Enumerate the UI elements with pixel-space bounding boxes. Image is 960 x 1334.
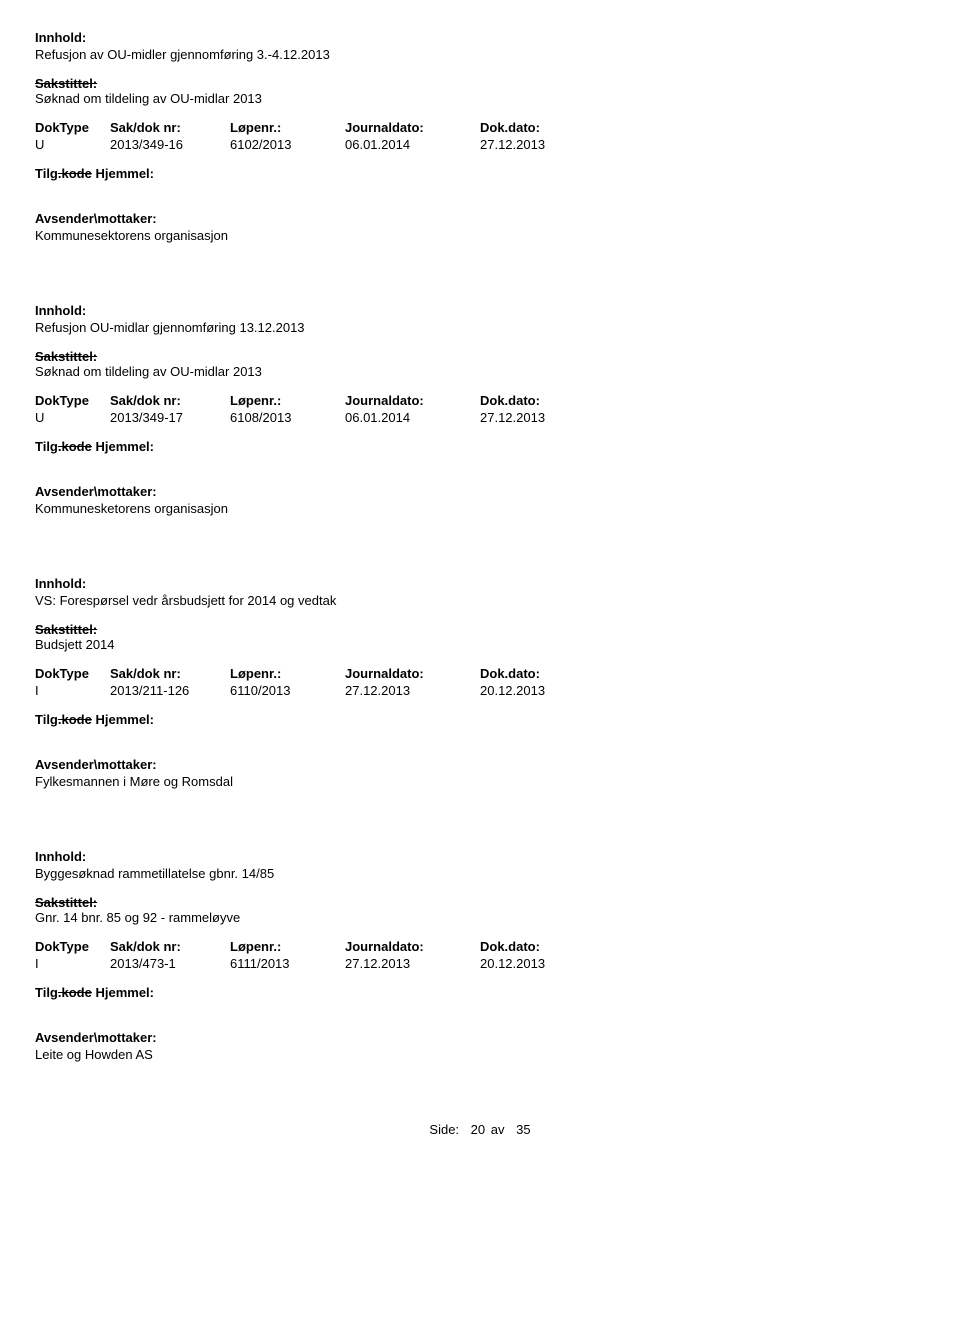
page-footer: Side: 20 av 35	[35, 1122, 925, 1137]
sakstittel-label: Sakstittel:	[35, 76, 925, 91]
doktype-header: DokType	[35, 666, 110, 681]
sakdoknr-value: 2013/349-16	[110, 137, 230, 152]
sakstittel-text: Gnr. 14 bnr. 85 og 92 - rammeløyve	[35, 910, 925, 925]
meta-data-row: I 2013/211-126 6110/2013 27.12.2013 20.1…	[35, 683, 925, 698]
sakstittel-label: Sakstittel:	[35, 349, 925, 364]
hjemmel-label: Hjemmel:	[95, 439, 154, 454]
doktype-value: U	[35, 137, 110, 152]
sakdoknr-header: Sak/dok nr:	[110, 120, 230, 135]
sakdoknr-header: Sak/dok nr:	[110, 666, 230, 681]
sakdoknr-value: 2013/211-126	[110, 683, 230, 698]
dokdato-value: 27.12.2013	[480, 410, 600, 425]
footer-total-num: 35	[516, 1122, 530, 1137]
tilgkode-strike: .kode	[58, 166, 92, 181]
sakstittel-text: Budsjett 2014	[35, 637, 925, 652]
tilgkode-strike: .kode	[58, 712, 92, 727]
sakdoknr-value: 2013/349-17	[110, 410, 230, 425]
sakdoknr-value: 2013/473-1	[110, 956, 230, 971]
doktype-value: I	[35, 683, 110, 698]
lopenr-header: Løpenr.:	[230, 939, 345, 954]
lopenr-header: Løpenr.:	[230, 666, 345, 681]
dokdato-header: Dok.dato:	[480, 120, 600, 135]
avsender-label: Avsender\mottaker:	[35, 211, 925, 226]
tilgkode-row: Tilg.kode Hjemmel:	[35, 166, 925, 181]
meta-data-row: U 2013/349-16 6102/2013 06.01.2014 27.12…	[35, 137, 925, 152]
tilgkode-strike: .kode	[58, 985, 92, 1000]
avsender-label: Avsender\mottaker:	[35, 757, 925, 772]
tilgkode-prefix: Tilg	[35, 166, 58, 181]
innhold-label: Innhold:	[35, 849, 925, 864]
record: Innhold: Refusjon av OU-midler gjennomfø…	[35, 30, 925, 243]
record: Innhold: Byggesøknad rammetillatelse gbn…	[35, 849, 925, 1062]
dokdato-header: Dok.dato:	[480, 393, 600, 408]
tilgkode-prefix: Tilg	[35, 985, 58, 1000]
sakstittel-label: Sakstittel:	[35, 895, 925, 910]
lopenr-value: 6108/2013	[230, 410, 345, 425]
dokdato-header: Dok.dato:	[480, 939, 600, 954]
sakstittel-label: Sakstittel:	[35, 622, 925, 637]
journaldato-value: 27.12.2013	[345, 956, 480, 971]
hjemmel-label: Hjemmel:	[95, 985, 154, 1000]
tilgkode-row: Tilg.kode Hjemmel:	[35, 439, 925, 454]
avsender-value: Leite og Howden AS	[35, 1047, 925, 1062]
document-container: Innhold: Refusjon av OU-midler gjennomfø…	[35, 30, 925, 1137]
tilgkode-row: Tilg.kode Hjemmel:	[35, 712, 925, 727]
doktype-header: DokType	[35, 120, 110, 135]
hjemmel-label: Hjemmel:	[95, 712, 154, 727]
avsender-value: Kommunesketorens organisasjon	[35, 501, 925, 516]
meta-header-row: DokType Sak/dok nr: Løpenr.: Journaldato…	[35, 939, 925, 954]
dokdato-header: Dok.dato:	[480, 666, 600, 681]
tilgkode-prefix: Tilg	[35, 439, 58, 454]
doktype-header: DokType	[35, 393, 110, 408]
avsender-value: Fylkesmannen i Møre og Romsdal	[35, 774, 925, 789]
innhold-label: Innhold:	[35, 576, 925, 591]
journaldato-value: 06.01.2014	[345, 137, 480, 152]
doktype-value: I	[35, 956, 110, 971]
sakdoknr-header: Sak/dok nr:	[110, 393, 230, 408]
innhold-text: Refusjon av OU-midler gjennomføring 3.-4…	[35, 47, 925, 62]
meta-header-row: DokType Sak/dok nr: Løpenr.: Journaldato…	[35, 393, 925, 408]
dokdato-value: 27.12.2013	[480, 137, 600, 152]
doktype-header: DokType	[35, 939, 110, 954]
journaldato-value: 06.01.2014	[345, 410, 480, 425]
meta-data-row: U 2013/349-17 6108/2013 06.01.2014 27.12…	[35, 410, 925, 425]
innhold-text: Byggesøknad rammetillatelse gbnr. 14/85	[35, 866, 925, 881]
innhold-text: VS: Forespørsel vedr årsbudsjett for 201…	[35, 593, 925, 608]
record: Innhold: VS: Forespørsel vedr årsbudsjet…	[35, 576, 925, 789]
doktype-value: U	[35, 410, 110, 425]
lopenr-value: 6102/2013	[230, 137, 345, 152]
dokdato-value: 20.12.2013	[480, 956, 600, 971]
lopenr-header: Løpenr.:	[230, 393, 345, 408]
record: Innhold: Refusjon OU-midlar gjennomførin…	[35, 303, 925, 516]
sakdoknr-header: Sak/dok nr:	[110, 939, 230, 954]
journaldato-header: Journaldato:	[345, 939, 480, 954]
tilgkode-prefix: Tilg	[35, 712, 58, 727]
innhold-text: Refusjon OU-midlar gjennomføring 13.12.2…	[35, 320, 925, 335]
sakstittel-text: Søknad om tildeling av OU-midlar 2013	[35, 364, 925, 379]
footer-side-label: Side:	[429, 1122, 459, 1137]
avsender-label: Avsender\mottaker:	[35, 484, 925, 499]
footer-av-label: av	[491, 1122, 505, 1137]
hjemmel-label: Hjemmel:	[95, 166, 154, 181]
dokdato-value: 20.12.2013	[480, 683, 600, 698]
journaldato-value: 27.12.2013	[345, 683, 480, 698]
tilgkode-strike: .kode	[58, 439, 92, 454]
avsender-value: Kommunesektorens organisasjon	[35, 228, 925, 243]
journaldato-header: Journaldato:	[345, 666, 480, 681]
lopenr-header: Løpenr.:	[230, 120, 345, 135]
tilgkode-row: Tilg.kode Hjemmel:	[35, 985, 925, 1000]
meta-header-row: DokType Sak/dok nr: Løpenr.: Journaldato…	[35, 666, 925, 681]
lopenr-value: 6111/2013	[230, 956, 345, 971]
sakstittel-text: Søknad om tildeling av OU-midlar 2013	[35, 91, 925, 106]
avsender-label: Avsender\mottaker:	[35, 1030, 925, 1045]
lopenr-value: 6110/2013	[230, 683, 345, 698]
innhold-label: Innhold:	[35, 30, 925, 45]
footer-page-num: 20	[471, 1122, 485, 1137]
journaldato-header: Journaldato:	[345, 120, 480, 135]
meta-header-row: DokType Sak/dok nr: Løpenr.: Journaldato…	[35, 120, 925, 135]
journaldato-header: Journaldato:	[345, 393, 480, 408]
meta-data-row: I 2013/473-1 6111/2013 27.12.2013 20.12.…	[35, 956, 925, 971]
innhold-label: Innhold:	[35, 303, 925, 318]
